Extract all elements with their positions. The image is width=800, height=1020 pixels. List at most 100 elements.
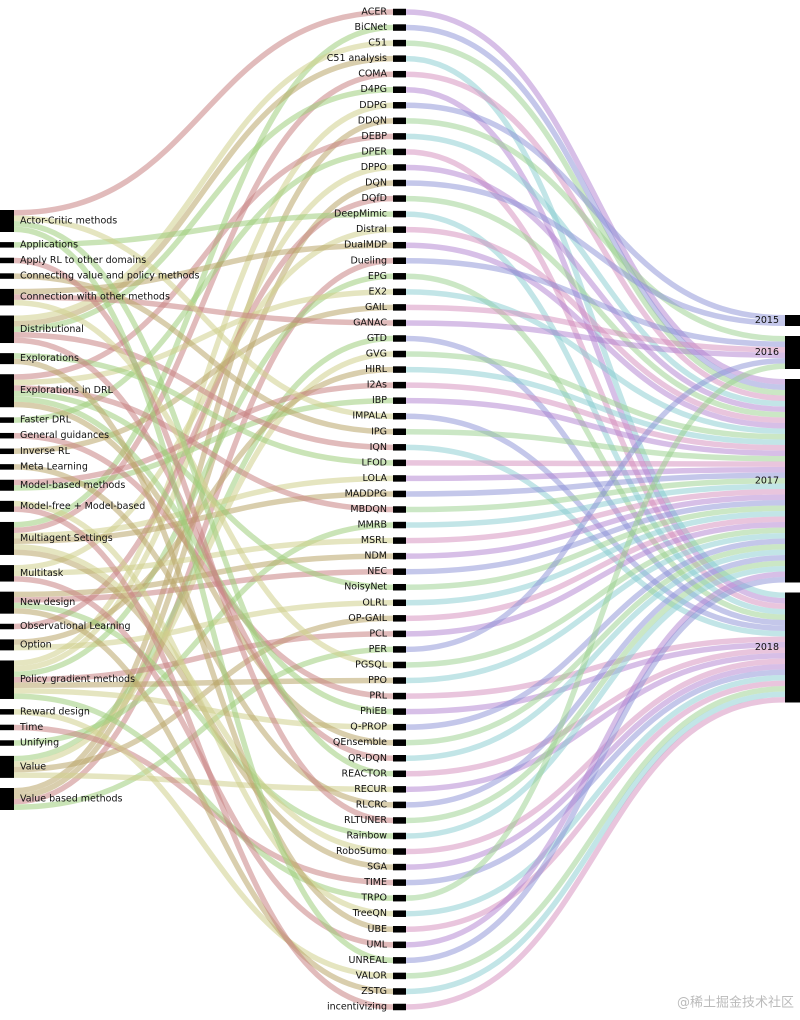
link — [13, 608, 394, 995]
link — [13, 646, 394, 810]
method-node — [393, 506, 406, 513]
method-node — [393, 117, 406, 125]
method-label: QEnsemble — [333, 737, 387, 748]
method-label: IQN — [370, 442, 387, 453]
method-node — [393, 444, 406, 451]
category-label: Policy gradient methods — [20, 674, 135, 685]
method-node — [393, 257, 406, 264]
link — [405, 335, 786, 626]
link — [405, 195, 786, 418]
method-label: OLRL — [362, 597, 387, 608]
link — [405, 675, 786, 917]
link — [405, 522, 786, 637]
link — [13, 332, 394, 451]
link — [13, 709, 394, 979]
method-label: PRL — [369, 691, 387, 702]
method-label: RECUR — [354, 784, 387, 795]
method-node — [393, 304, 406, 311]
method-node — [393, 692, 406, 700]
category-node — [0, 288, 14, 306]
link — [405, 320, 786, 358]
method-node — [393, 412, 406, 420]
link — [405, 382, 786, 451]
link — [13, 401, 394, 746]
method-label: Dueling — [350, 255, 387, 266]
link — [13, 491, 394, 544]
link — [405, 489, 786, 544]
category-label: Connecting value and policy methods — [20, 271, 200, 282]
method-node — [393, 366, 406, 373]
link — [405, 544, 786, 746]
method-node — [393, 102, 406, 109]
category-label: Multiagent Settings — [20, 533, 113, 544]
link — [405, 9, 786, 385]
link — [405, 180, 786, 326]
method-node — [393, 770, 406, 778]
link — [13, 55, 394, 327]
link — [405, 226, 786, 423]
category-node — [0, 210, 14, 232]
category-node — [0, 374, 14, 408]
link — [405, 549, 786, 761]
method-node — [393, 863, 406, 871]
method-node — [393, 381, 406, 389]
method-label: PGSQL — [355, 659, 388, 670]
method-label: VALOR — [356, 970, 388, 981]
method-label: DDQN — [358, 115, 387, 126]
link — [405, 697, 786, 1010]
link — [13, 289, 394, 386]
method-label: EPG — [368, 271, 387, 282]
method-label: DualMDP — [344, 240, 387, 251]
category-label: Inverse RL — [20, 446, 71, 457]
method-label: PER — [369, 644, 388, 655]
method-label: UNREAL — [349, 955, 388, 966]
category-node — [0, 353, 14, 365]
method-label: TreeQN — [352, 908, 387, 919]
method-node — [393, 521, 406, 529]
method-node — [393, 817, 406, 824]
method-label: LFOD — [361, 457, 387, 468]
method-label: BiCNet — [355, 22, 388, 33]
method-node — [393, 133, 406, 140]
method-label: QR-DQN — [348, 753, 387, 764]
category-node — [0, 273, 14, 279]
links — [13, 9, 786, 1010]
category-node — [0, 464, 14, 470]
method-node — [393, 428, 406, 436]
method-node — [393, 397, 406, 404]
method-label: DeepMimic — [334, 209, 387, 220]
link — [405, 516, 786, 622]
method-label: TIME — [363, 877, 387, 888]
link — [405, 577, 786, 964]
method-node — [393, 350, 406, 358]
link — [13, 257, 394, 824]
link — [405, 571, 786, 948]
method-node — [393, 273, 406, 280]
method-node — [393, 677, 406, 684]
link — [405, 242, 786, 429]
method-label: MADDPG — [345, 488, 387, 499]
method-node — [393, 1003, 406, 1011]
method-label: PPO — [368, 675, 387, 686]
link — [405, 647, 786, 777]
method-label: Distral — [356, 224, 387, 235]
method-label: C51 — [368, 38, 387, 49]
method-label: MBDQN — [350, 504, 387, 515]
link — [405, 533, 786, 684]
link — [13, 71, 394, 533]
link — [405, 494, 786, 559]
link — [405, 511, 786, 606]
method-node — [393, 210, 406, 218]
link — [405, 358, 786, 653]
link — [13, 358, 394, 933]
category-label: Unifying — [20, 738, 59, 749]
category-label: Connection with other methods — [20, 292, 170, 303]
method-node — [393, 86, 406, 93]
category-label: Applications — [20, 239, 78, 250]
method-node — [393, 537, 406, 544]
method-label: UBE — [368, 924, 387, 935]
link — [13, 382, 394, 486]
link — [13, 506, 394, 1010]
category-node — [0, 417, 14, 423]
method-node — [393, 988, 406, 995]
